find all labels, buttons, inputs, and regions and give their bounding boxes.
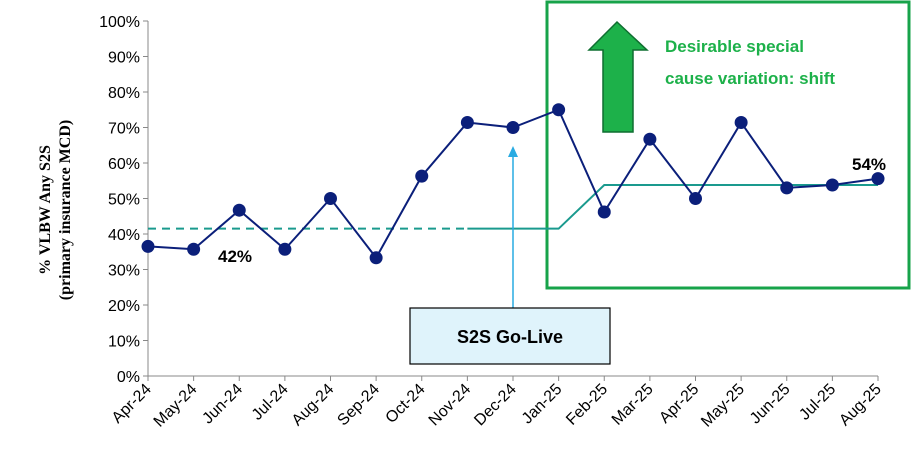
y-axis-label: % VLBW Any S2S (primary insurance MCD) — [37, 120, 74, 300]
y-tick-label: 70% — [108, 121, 140, 138]
x-tick-label: Oct-24 — [383, 381, 429, 427]
data-point-may-24 — [187, 242, 201, 256]
data-point-dec-24 — [506, 121, 520, 134]
y-tick-label: 0% — [117, 369, 140, 386]
baseline-value-label: 42% — [218, 247, 252, 266]
data-point-jul-25 — [825, 178, 839, 192]
data-point-aug-24 — [324, 192, 337, 205]
data-point-jun-24 — [232, 203, 246, 217]
y-tick-label: 60% — [108, 156, 140, 173]
x-tick-label: Jun-25 — [747, 381, 794, 428]
shift-value-label: 54% — [852, 155, 886, 174]
x-tick-label: Apr-24 — [109, 381, 155, 427]
series-points — [141, 103, 885, 265]
data-point-jul-24 — [278, 242, 292, 256]
shift-annotation-box — [545, 0, 911, 290]
data-point-may-25 — [734, 116, 748, 130]
shift-text-line-1: Desirable special — [665, 37, 804, 56]
x-tick-label: Aug-24 — [289, 381, 338, 430]
up-arrow-icon — [587, 20, 649, 133]
shift-text-line-2: cause variation: shift — [665, 69, 835, 88]
data-point-apr-24 — [141, 239, 155, 253]
data-point-oct-24 — [415, 169, 429, 183]
go-live-arrowhead — [508, 146, 518, 157]
y-tick-label: 100% — [99, 14, 140, 31]
x-tick-label: Mar-25 — [609, 381, 657, 429]
y-tick-label: 80% — [108, 85, 140, 102]
y-axis-label-line-1: % VLBW Any S2S — [37, 145, 54, 275]
y-tick-label: 20% — [108, 298, 140, 315]
go-live-box — [409, 307, 611, 365]
data-point-feb-25 — [597, 205, 611, 219]
data-point-mar-25 — [643, 132, 657, 146]
x-tick-label: Jan-25 — [519, 381, 566, 428]
data-point-apr-25 — [689, 192, 702, 205]
data-point-aug-25 — [871, 172, 885, 186]
x-tick-label: Apr-25 — [656, 381, 702, 427]
x-tick-label: Nov-24 — [426, 381, 475, 430]
centerline-step — [467, 184, 878, 230]
data-point-jun-25 — [780, 181, 794, 195]
y-axis-label-line-2: (primary insurance MCD) — [57, 120, 74, 300]
data-point-nov-24 — [460, 116, 474, 130]
x-tick-label: May-24 — [151, 381, 201, 431]
x-tick-label: May-25 — [698, 381, 748, 431]
y-axis-ticks: 0% 10% 20% 30% 40% 50% 60% 70% 80% 90% 100% — [99, 14, 148, 386]
x-tick-label: Sep-24 — [334, 381, 383, 430]
y-tick-label: 30% — [108, 263, 140, 280]
y-tick-label: 40% — [108, 227, 140, 244]
x-tick-label: Jul-25 — [796, 381, 839, 424]
go-live-label: S2S Go-Live — [457, 327, 563, 347]
data-point-jan-25 — [552, 103, 566, 117]
x-tick-label: Jun-24 — [199, 381, 246, 428]
x-tick-label: Feb-25 — [563, 381, 611, 429]
y-tick-label: 10% — [108, 334, 140, 351]
x-tick-label: Jul-24 — [249, 381, 292, 424]
x-tick-label: Dec-24 — [471, 381, 520, 430]
data-point-sep-24 — [369, 251, 383, 265]
y-tick-label: 90% — [108, 50, 140, 67]
x-tick-label: Aug-25 — [836, 381, 885, 430]
y-tick-label: 50% — [108, 192, 140, 209]
